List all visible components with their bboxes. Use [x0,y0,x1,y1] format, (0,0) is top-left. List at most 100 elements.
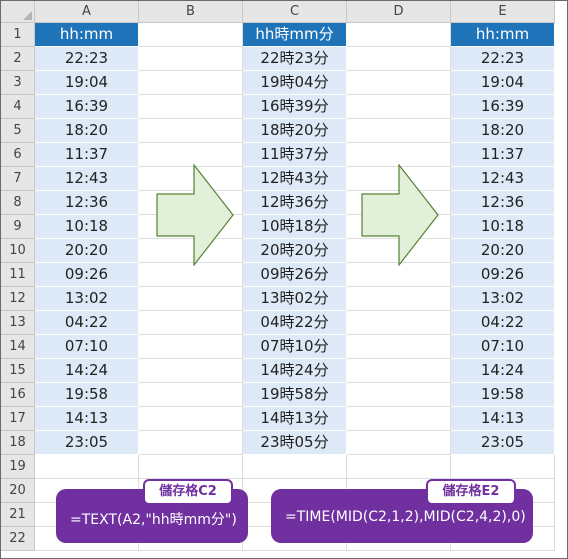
cell-a5[interactable]: 18:20 [35,119,139,143]
cell-d18[interactable] [347,431,451,455]
cell-d11[interactable] [347,263,451,287]
cell-c1[interactable]: hh時mm分 [243,23,347,47]
cell-b19[interactable] [139,455,243,479]
cell-e18[interactable]: 23:05 [451,431,555,455]
cell-c16[interactable]: 19時58分 [243,383,347,407]
row-header-13[interactable]: 13 [1,311,35,335]
cell-c11[interactable]: 09時26分 [243,263,347,287]
row-header-10[interactable]: 10 [1,239,35,263]
cell-a1[interactable]: hh:mm [35,23,139,47]
cell-a4[interactable]: 16:39 [35,95,139,119]
row-header-7[interactable]: 7 [1,167,35,191]
column-header-e[interactable]: E [451,1,555,23]
cell-e16[interactable]: 19:58 [451,383,555,407]
cell-e14[interactable]: 07:10 [451,335,555,359]
cell-a8[interactable]: 12:36 [35,191,139,215]
row-header-1[interactable]: 1 [1,23,35,47]
row-header-22[interactable]: 22 [1,527,35,551]
cell-d13[interactable] [347,311,451,335]
cell-c2[interactable]: 22時23分 [243,47,347,71]
cell-e11[interactable]: 09:26 [451,263,555,287]
cell-a18[interactable]: 23:05 [35,431,139,455]
row-header-5[interactable]: 5 [1,119,35,143]
cell-a14[interactable]: 07:10 [35,335,139,359]
cell-e6[interactable]: 11:37 [451,143,555,167]
cell-b6[interactable] [139,143,243,167]
cell-b2[interactable] [139,47,243,71]
row-header-17[interactable]: 17 [1,407,35,431]
cell-d1[interactable] [347,23,451,47]
cell-b17[interactable] [139,407,243,431]
cell-c12[interactable]: 13時02分 [243,287,347,311]
row-header-21[interactable]: 21 [1,503,35,527]
cell-e2[interactable]: 22:23 [451,47,555,71]
cell-a11[interactable]: 09:26 [35,263,139,287]
cell-a10[interactable]: 20:20 [35,239,139,263]
cell-b7[interactable] [139,167,243,191]
cell-e4[interactable]: 16:39 [451,95,555,119]
cell-b18[interactable] [139,431,243,455]
cell-a12[interactable]: 13:02 [35,287,139,311]
row-header-8[interactable]: 8 [1,191,35,215]
cell-a6[interactable]: 11:37 [35,143,139,167]
row-header-12[interactable]: 12 [1,287,35,311]
column-header-a[interactable]: A [35,1,139,23]
cell-b9[interactable] [139,215,243,239]
cell-e19[interactable] [451,455,555,479]
cell-c14[interactable]: 07時10分 [243,335,347,359]
cell-e15[interactable]: 14:24 [451,359,555,383]
cell-c18[interactable]: 23時05分 [243,431,347,455]
row-header-18[interactable]: 18 [1,431,35,455]
cell-a19[interactable] [35,455,139,479]
cell-b3[interactable] [139,71,243,95]
cell-a16[interactable]: 19:58 [35,383,139,407]
cell-c17[interactable]: 14時13分 [243,407,347,431]
cell-e13[interactable]: 04:22 [451,311,555,335]
cell-e1[interactable]: hh:mm [451,23,555,47]
cell-a13[interactable]: 04:22 [35,311,139,335]
cell-e9[interactable]: 10:18 [451,215,555,239]
cell-b11[interactable] [139,263,243,287]
cell-d17[interactable] [347,407,451,431]
select-all-corner[interactable] [1,1,35,23]
cell-d4[interactable] [347,95,451,119]
cell-e5[interactable]: 18:20 [451,119,555,143]
cell-c3[interactable]: 19時04分 [243,71,347,95]
row-header-19[interactable]: 19 [1,455,35,479]
cell-c9[interactable]: 10時18分 [243,215,347,239]
cell-b16[interactable] [139,383,243,407]
cell-d5[interactable] [347,119,451,143]
cell-d15[interactable] [347,359,451,383]
cell-c6[interactable]: 11時37分 [243,143,347,167]
row-header-15[interactable]: 15 [1,359,35,383]
cell-c8[interactable]: 12時36分 [243,191,347,215]
cell-b12[interactable] [139,287,243,311]
row-header-20[interactable]: 20 [1,479,35,503]
cell-b15[interactable] [139,359,243,383]
cell-e8[interactable]: 12:36 [451,191,555,215]
row-header-6[interactable]: 6 [1,143,35,167]
cell-a9[interactable]: 10:18 [35,215,139,239]
cell-b14[interactable] [139,335,243,359]
cell-c19[interactable] [243,455,347,479]
row-header-3[interactable]: 3 [1,71,35,95]
cell-e17[interactable]: 14:13 [451,407,555,431]
cell-e3[interactable]: 19:04 [451,71,555,95]
cell-c7[interactable]: 12時43分 [243,167,347,191]
cell-d12[interactable] [347,287,451,311]
cell-b10[interactable] [139,239,243,263]
cell-a7[interactable]: 12:43 [35,167,139,191]
cell-d3[interactable] [347,71,451,95]
row-header-16[interactable]: 16 [1,383,35,407]
cell-a17[interactable]: 14:13 [35,407,139,431]
cell-c5[interactable]: 18時20分 [243,119,347,143]
row-header-14[interactable]: 14 [1,335,35,359]
cell-e12[interactable]: 13:02 [451,287,555,311]
cell-d2[interactable] [347,47,451,71]
cell-e22[interactable] [451,527,555,551]
cell-d14[interactable] [347,335,451,359]
cell-e10[interactable]: 20:20 [451,239,555,263]
column-header-c[interactable]: C [243,1,347,23]
cell-a3[interactable]: 19:04 [35,71,139,95]
cell-d19[interactable] [347,455,451,479]
